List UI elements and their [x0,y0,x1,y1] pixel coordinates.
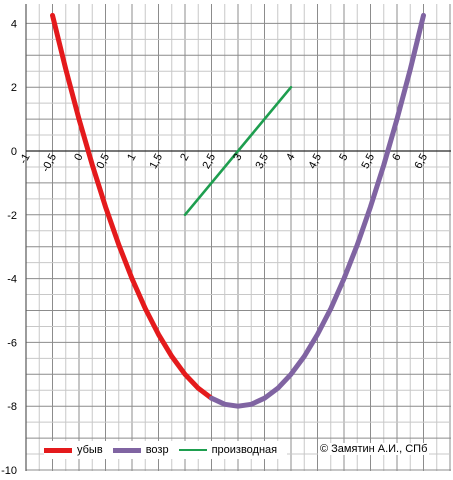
legend-swatch-increasing [112,447,141,453]
legend-item-decreasing: убыв [44,444,103,456]
legend-label-decreasing: убыв [77,444,103,456]
series-derivative [183,85,293,217]
legend-swatch-decreasing [44,447,72,453]
y-tick-labels: 4 2 0 -2 -4 -6 -8 -10 [1,18,17,477]
x-tick-label: 0,5 [94,152,112,171]
y-tick-label: -10 [1,465,17,477]
legend-label-derivative: производная [211,444,278,456]
y-tick-label: -8 [7,401,17,413]
series-increasing [209,12,426,409]
x-tick-label: -0,5 [40,152,60,174]
x-tick-label: 6,5 [412,152,430,171]
x-tick-label: 4,5 [306,152,324,171]
x-tick-label: 5 [337,152,350,163]
legend-item-derivative: производная [178,444,278,456]
x-tick-label: 2 [178,152,191,163]
legend-item-increasing: возр [112,444,169,456]
x-tick-label: 3,5 [253,152,271,171]
series-decreasing [50,12,214,401]
copyright-note: © Замятин А.И., СПб [318,443,430,455]
y-tick-label: -2 [7,210,17,222]
x-tick-label: 3 [231,152,244,163]
x-tick-label: 2,5 [200,152,218,171]
chart-series [50,12,426,409]
y-tick-label: -4 [7,274,17,286]
x-tick-label: 1 [125,152,138,163]
y-tick-label: 2 [11,82,17,94]
legend-swatch-derivative [178,448,207,452]
legend-label-increasing: возр [145,444,169,456]
y-tick-label: 4 [11,18,17,30]
x-tick-label: 0 [72,152,85,163]
x-tick-label: 4 [284,152,297,163]
y-tick-label: 0 [11,146,17,158]
chart-legend: убыв возр производная [44,441,288,459]
chart-grid [25,4,451,471]
y-tick-label: -6 [7,337,17,349]
x-tick-label: 1,5 [147,152,165,171]
x-tick-label: 6 [390,152,403,163]
x-tick-label: -1 [17,152,32,166]
x-tick-label: 5,5 [359,152,377,171]
